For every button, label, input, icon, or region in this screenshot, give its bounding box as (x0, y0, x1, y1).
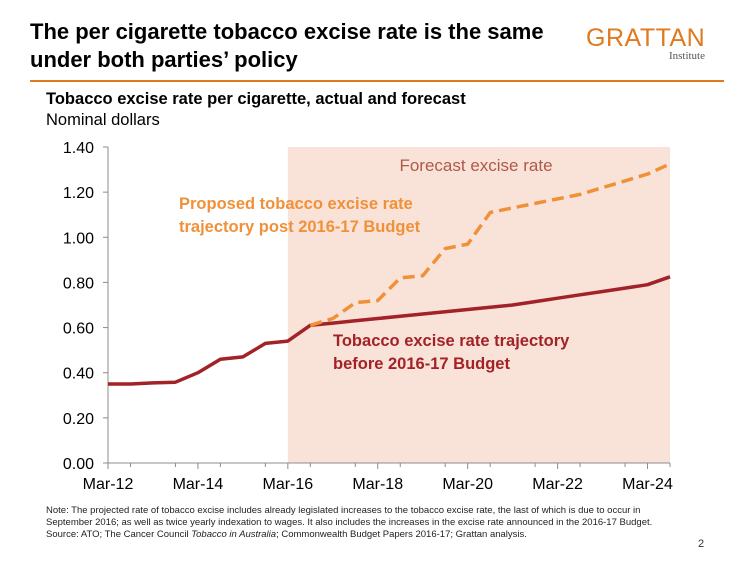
x-tick-label: Mar-12 (83, 476, 134, 493)
y-tick-label: 1.40 (63, 140, 94, 157)
x-tick-label: Mar-18 (352, 476, 403, 493)
title-divider (30, 80, 724, 82)
x-tick-label: Mar-20 (442, 476, 493, 493)
source-prefix: Source: ATO; The Cancer Council (46, 529, 192, 540)
chart-note: Note: The projected rate of tobacco exci… (46, 505, 736, 541)
grattan-logo: GRATTAN Institute (586, 24, 711, 63)
series-line-post_budget (309, 162, 671, 327)
page-title: The per cigarette tobacco excise rate is… (30, 19, 544, 72)
post-budget-label-line-2: trajectory post 2016-17 Budget (179, 218, 421, 236)
x-tick-label: Mar-14 (173, 476, 224, 493)
y-tick-label: 0.60 (63, 321, 94, 338)
post-budget-label-line-1: Proposed tobacco excise rate (179, 195, 413, 213)
source-suffix: ; Commonwealth Budget Papers 2016-17; Gr… (276, 529, 527, 540)
note-line-2: September 2016; as well as twice yearly … (46, 517, 653, 528)
chart-subtitle: Tobacco excise rate per cigarette, actua… (46, 90, 466, 108)
logo-subtext: Institute (668, 50, 705, 62)
x-tick-label: Mar-22 (532, 476, 583, 493)
chart-units: Nominal dollars (46, 111, 160, 129)
x-tick-label: Mar-16 (262, 476, 313, 493)
page-number: 2 (698, 538, 705, 550)
x-tick-label: Mar-24 (622, 476, 673, 493)
y-tick-label: 0.40 (63, 366, 94, 383)
before-budget-label-line-1: Tobacco excise rate trajectory (333, 332, 570, 350)
note-line-1: Note: The projected rate of tobacco exci… (46, 505, 641, 516)
source-italic: Tobacco in Australia (191, 529, 277, 540)
y-tick-label: 0.00 (63, 456, 94, 473)
y-tick-label: 1.20 (63, 185, 94, 202)
y-tick-label: 0.20 (63, 411, 94, 428)
forecast-label: Forecast excise rate (399, 156, 552, 175)
y-tick-label: 1.00 (63, 230, 94, 247)
y-tick-label: 0.80 (63, 275, 94, 292)
series-line-before_budget (108, 275, 671, 386)
logo-wordmark: GRATTAN (586, 24, 706, 52)
before-budget-label-line-2: before 2016-17 Budget (333, 355, 510, 373)
source-line: Source: ATO; The Cancer Council Tobacco … (46, 529, 736, 541)
